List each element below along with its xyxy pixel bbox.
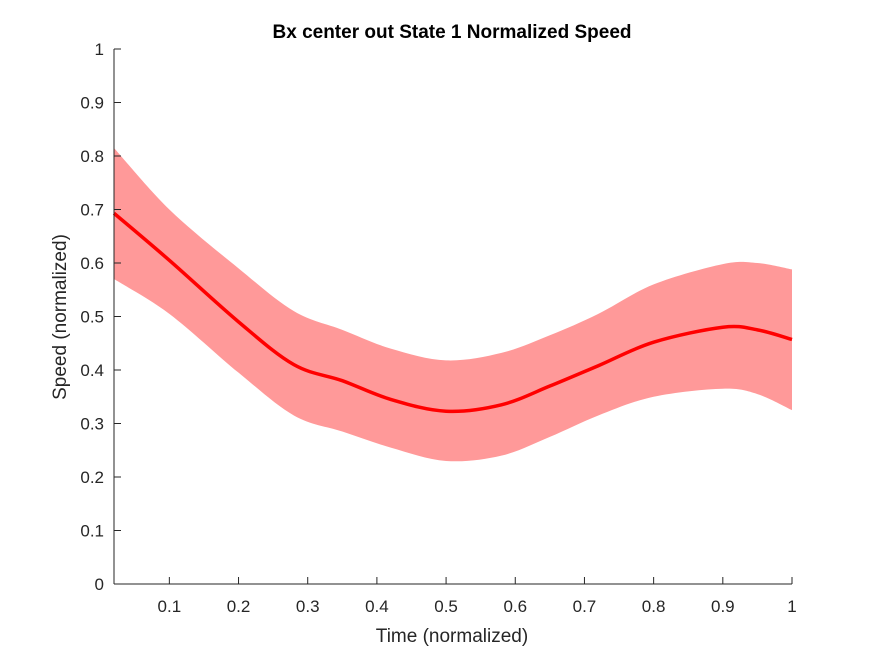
x-tick-label: 0.6 (503, 597, 527, 616)
plot-area (112, 147, 793, 462)
x-tick-label: 1 (787, 597, 796, 616)
y-tick-label: 0.1 (80, 522, 104, 541)
y-tick-label: 0.7 (80, 201, 104, 220)
y-tick-label: 0.3 (80, 415, 104, 434)
mean-speed-line (112, 211, 793, 414)
x-tick-label: 0.5 (434, 597, 458, 616)
x-tick-label: 0.2 (227, 597, 251, 616)
x-tick-label: 0.4 (365, 597, 389, 616)
chart-title: Bx center out State 1 Normalized Speed (273, 22, 632, 43)
x-tick-label: 0.9 (711, 597, 735, 616)
x-tick-label: 0.3 (296, 597, 320, 616)
y-tick-label: 0.6 (80, 254, 104, 273)
y-tick-label: 0 (95, 575, 104, 594)
x-axis-label: Time (normalized) (376, 626, 528, 647)
x-tick-label: 0.7 (573, 597, 597, 616)
y-tick-label: 0.2 (80, 468, 104, 487)
y-tick-label: 1 (95, 40, 104, 59)
confidence-band (114, 147, 792, 462)
y-tick-label: 0.8 (80, 147, 104, 166)
x-tick-label: 0.8 (642, 597, 666, 616)
y-tick-label: 0.5 (80, 308, 104, 327)
y-ticks: 0 0.1 0.2 0.3 0.4 0.5 0.6 0.7 0.8 0.9 1 (80, 40, 121, 594)
y-tick-label: 0.4 (80, 361, 104, 380)
y-tick-label: 0.9 (80, 94, 104, 113)
y-axis-label: Speed (normalized) (50, 234, 71, 400)
x-ticks: 0.1 0.2 0.3 0.4 0.5 0.6 0.7 0.8 0.9 1 (158, 577, 797, 616)
x-tick-label: 0.1 (158, 597, 182, 616)
